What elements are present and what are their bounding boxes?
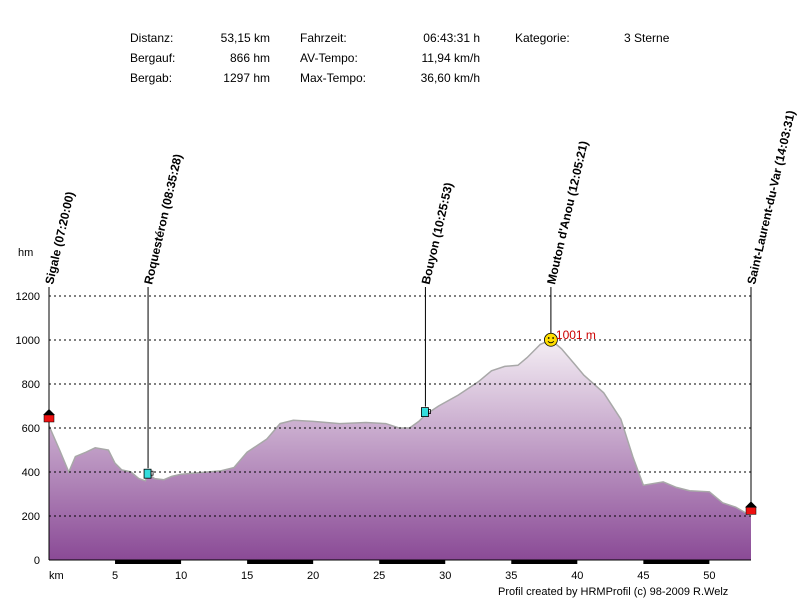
- cup-icon: [143, 468, 154, 479]
- x-scale-segment: [379, 560, 446, 564]
- waypoint-label: Saint-Laurent-du-Var (14:03:31): [744, 109, 798, 286]
- x-tick-label: 35: [505, 570, 517, 582]
- y-tick-label: 400: [22, 467, 40, 479]
- tour-stats: Distanz: 53,15 km Bergauf: 866 hm Bergab…: [0, 0, 800, 100]
- elevation-area: [49, 339, 751, 560]
- bergauf-label: Bergauf:: [130, 51, 176, 65]
- y-tick-label: 600: [22, 423, 40, 435]
- x-scale-segment: [115, 560, 182, 564]
- max-elevation-label: 1001 m: [556, 328, 596, 342]
- y-axis-label: hm: [18, 247, 33, 259]
- bergauf-value: 866 hm: [229, 51, 270, 65]
- house-icon: [745, 501, 757, 515]
- x-tick-label: 20: [307, 570, 319, 582]
- avtempo-label: AV-Tempo:: [300, 51, 358, 65]
- smiley-icon: [544, 332, 558, 347]
- footer-credit: Profil created by HRMProfil (c) 98-2009 …: [498, 586, 729, 598]
- waypoint-label: Mouton d'Anou (12:05:21): [544, 139, 591, 285]
- avtempo-value: 11,94 km/h: [421, 51, 480, 65]
- y-tick-label: 800: [22, 379, 40, 391]
- x-scale-segment: [643, 560, 710, 564]
- x-scale-segment: [247, 560, 314, 564]
- fahrzeit-label: Fahrzeit:: [300, 31, 347, 45]
- x-tick-label: 40: [571, 570, 583, 582]
- y-tick-label: 1200: [16, 291, 40, 303]
- x-tick-label: 15: [241, 570, 253, 582]
- x-axis-label: km: [49, 570, 64, 582]
- x-tick-label: 25: [373, 570, 385, 582]
- maxtempo-label: Max-Tempo:: [300, 71, 367, 85]
- y-tick-label: 0: [34, 555, 40, 567]
- bergab-value: 1297 hm: [223, 71, 270, 85]
- distanz-label: Distanz:: [130, 31, 174, 45]
- maxtempo-value: 36,60 km/h: [420, 71, 480, 85]
- fahrzeit-value: 06:43:31 h: [423, 31, 480, 45]
- elevation-outline: [48, 338, 752, 517]
- x-tick-label: 5: [112, 570, 118, 582]
- kategorie-label: Kategorie:: [515, 31, 570, 45]
- waypoint-label: Bouyon (10:25:53): [419, 181, 456, 286]
- x-tick-label: 30: [439, 570, 451, 582]
- y-tick-label: 200: [22, 511, 40, 523]
- bergab-label: Bergab:: [130, 71, 173, 85]
- waypoint-label: Roquestéron (08:35:28): [141, 153, 185, 286]
- x-scale-segment: [511, 560, 578, 564]
- x-tick-label: 10: [175, 570, 187, 582]
- kategorie-value: 3 Sterne: [624, 31, 670, 45]
- cup-icon: [421, 407, 431, 418]
- x-tick-label: 50: [703, 570, 715, 582]
- house-icon: [43, 409, 55, 423]
- x-tick-label: 45: [637, 570, 649, 582]
- distanz-value: 53,15 km: [220, 31, 270, 45]
- waypoint-label: Sigale (07:20:00): [42, 190, 77, 285]
- y-tick-label: 1000: [16, 335, 40, 347]
